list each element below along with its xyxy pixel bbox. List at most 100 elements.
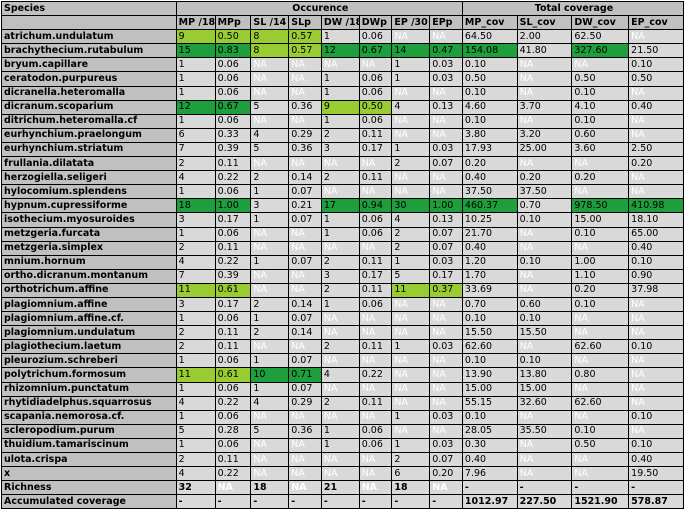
table-row: pleurozium.schreberi 1 0.06 1 0.07 NA NA NA NA 0.… — [1, 353, 684, 369]
table-cell: 18.10 — [628, 212, 684, 228]
species-name: ulota.crispa — [1, 451, 177, 468]
table-cell: 0.06 — [214, 353, 252, 369]
table-cell: 1 — [391, 141, 431, 158]
species-name: pleurozium.schreberi — [1, 353, 177, 369]
table-cell: NA — [250, 451, 290, 468]
table-cell: 4 — [250, 127, 290, 143]
table-cell: NA — [358, 311, 393, 327]
table-cell: 0.17 — [214, 212, 252, 228]
column-header: SL /14 — [250, 15, 290, 31]
table-cell: 4 — [250, 395, 290, 411]
table-cell: NA — [516, 268, 573, 284]
table-row: mnium.hornum 4 0.22 1 0.07 2 0.11 1 0.03 1.20 0.10… — [1, 254, 684, 270]
table-cell: 0.06 — [358, 29, 393, 45]
table-cell: 2 — [320, 282, 360, 298]
table-cell: 1 — [250, 254, 290, 270]
table-cell: 3.60 — [571, 141, 630, 158]
table-cell: NA — [516, 113, 573, 129]
table-cell: 0.20 — [571, 170, 630, 186]
table-cell: 2 — [175, 451, 216, 468]
species-name: brachythecium.rutabulum — [1, 43, 177, 59]
table-cell: 0.07 — [288, 353, 322, 369]
table-cell: NA — [516, 71, 573, 87]
table-cell: 0.03 — [429, 437, 463, 454]
table-cell: NA — [250, 339, 290, 355]
table-cell: - — [461, 480, 518, 496]
table-cell: 0.10 — [571, 296, 630, 313]
table-cell: NA — [288, 240, 322, 256]
table-cell: NA — [320, 466, 360, 482]
table-cell: 55.15 — [461, 395, 518, 411]
table-cell: NA — [628, 296, 684, 313]
table-cell: 0.11 — [358, 339, 393, 355]
table-cell: 0.07 — [288, 184, 322, 200]
table-cell: NA — [571, 156, 630, 172]
richness-row: Richness 32 NA 18 NA 21 NA 18 NA - - - - — [1, 480, 684, 496]
table-cell: 1 — [175, 226, 216, 242]
table-cell: 0.06 — [358, 113, 393, 129]
table-cell: NA — [320, 451, 360, 468]
table-cell: NA — [628, 423, 684, 439]
table-cell: 0.07 — [429, 226, 463, 242]
table-cell: 1 — [320, 212, 360, 228]
table-cell: 227.50 — [516, 494, 573, 509]
species-name: metzgeria.simplex — [1, 240, 177, 256]
table-cell: NA — [516, 466, 573, 482]
table-cell: 1.20 — [461, 254, 518, 270]
table-row: plagiomnium.undulatum 2 0.11 2 0.14 NA NA NA NA 1… — [1, 325, 684, 341]
table-cell: NA — [516, 409, 573, 425]
table-cell: 1 — [175, 71, 216, 87]
table-row: metzgeria.simplex 2 0.11 NA NA NA NA 2 0.07 0.40 N… — [1, 240, 684, 256]
total-coverage-header: Total coverage — [461, 0, 685, 17]
column-header: MPp — [214, 15, 252, 31]
table-cell: 0.11 — [214, 451, 252, 468]
column-header: MP /18 — [175, 15, 216, 31]
table-cell: 2 — [391, 156, 431, 172]
table-cell: NA — [358, 57, 393, 73]
table-cell: NA — [391, 423, 431, 439]
table-cell: 13.90 — [461, 367, 518, 383]
table-cell: 0.10 — [461, 311, 518, 327]
table-cell: NA — [571, 184, 630, 200]
table-row: herzogiella.seligeri 4 0.22 2 0.14 2 0.11 NA NA 0… — [1, 170, 684, 186]
table-row: eurhynchium.striatum 7 0.39 5 0.36 3 0.17 1 0.03… — [1, 141, 684, 158]
table-cell: 2 — [250, 296, 290, 313]
table-cell: 21.70 — [461, 226, 518, 242]
table-cell: NA — [429, 381, 463, 397]
table-cell: 1012.97 — [461, 494, 518, 509]
table-cell: 1 — [320, 296, 360, 313]
table-cell: 1 — [250, 381, 290, 397]
table-cell: NA — [628, 127, 684, 143]
table-cell: 0.10 — [461, 57, 518, 73]
table-cell: 1 — [175, 85, 216, 101]
table-cell: 0.94 — [358, 198, 393, 214]
table-cell: NA — [391, 367, 431, 383]
table-row: scapania.nemorosa.cf. 1 0.06 NA NA NA NA 1 0.03 0… — [1, 409, 684, 425]
table-cell: 62.60 — [461, 339, 518, 355]
column-header: EP /30 — [391, 15, 431, 31]
table-cell: NA — [391, 29, 431, 45]
table-cell: 1 — [391, 339, 431, 355]
table-cell: NA — [429, 113, 463, 129]
table-cell: NA — [358, 156, 393, 172]
table-cell: 4 — [175, 466, 216, 482]
table-cell: NA — [320, 353, 360, 369]
table-row: brachythecium.rutabulum 15 0.83 8 0.57 12 0.67… — [1, 43, 684, 59]
table-cell: 0.06 — [214, 437, 252, 454]
table-cell: NA — [250, 226, 290, 242]
table-row: metzgeria.furcata 1 0.06 NA NA 1 0.06 2 0.07 21.7… — [1, 226, 684, 242]
table-cell: 0.07 — [429, 451, 463, 468]
table-cell: 0.50 — [461, 71, 518, 87]
table-cell: 0.33 — [214, 127, 252, 143]
table-cell: 32.60 — [516, 395, 573, 411]
species-name: eurhynchium.praelongum — [1, 127, 177, 143]
table-cell: 0.03 — [429, 339, 463, 355]
table-cell: NA — [628, 184, 684, 200]
table-cell: NA — [320, 57, 360, 73]
table-cell: NA — [288, 451, 322, 468]
table-cell: NA — [391, 353, 431, 369]
column-header: EP_cov — [628, 15, 684, 31]
table-cell: NA — [429, 29, 463, 45]
table-row: rhytidiadelphus.squarrosus 4 0.22 4 0.29 2 0.1… — [1, 395, 684, 411]
species-name: thuidium.tamariscinum — [1, 437, 177, 454]
